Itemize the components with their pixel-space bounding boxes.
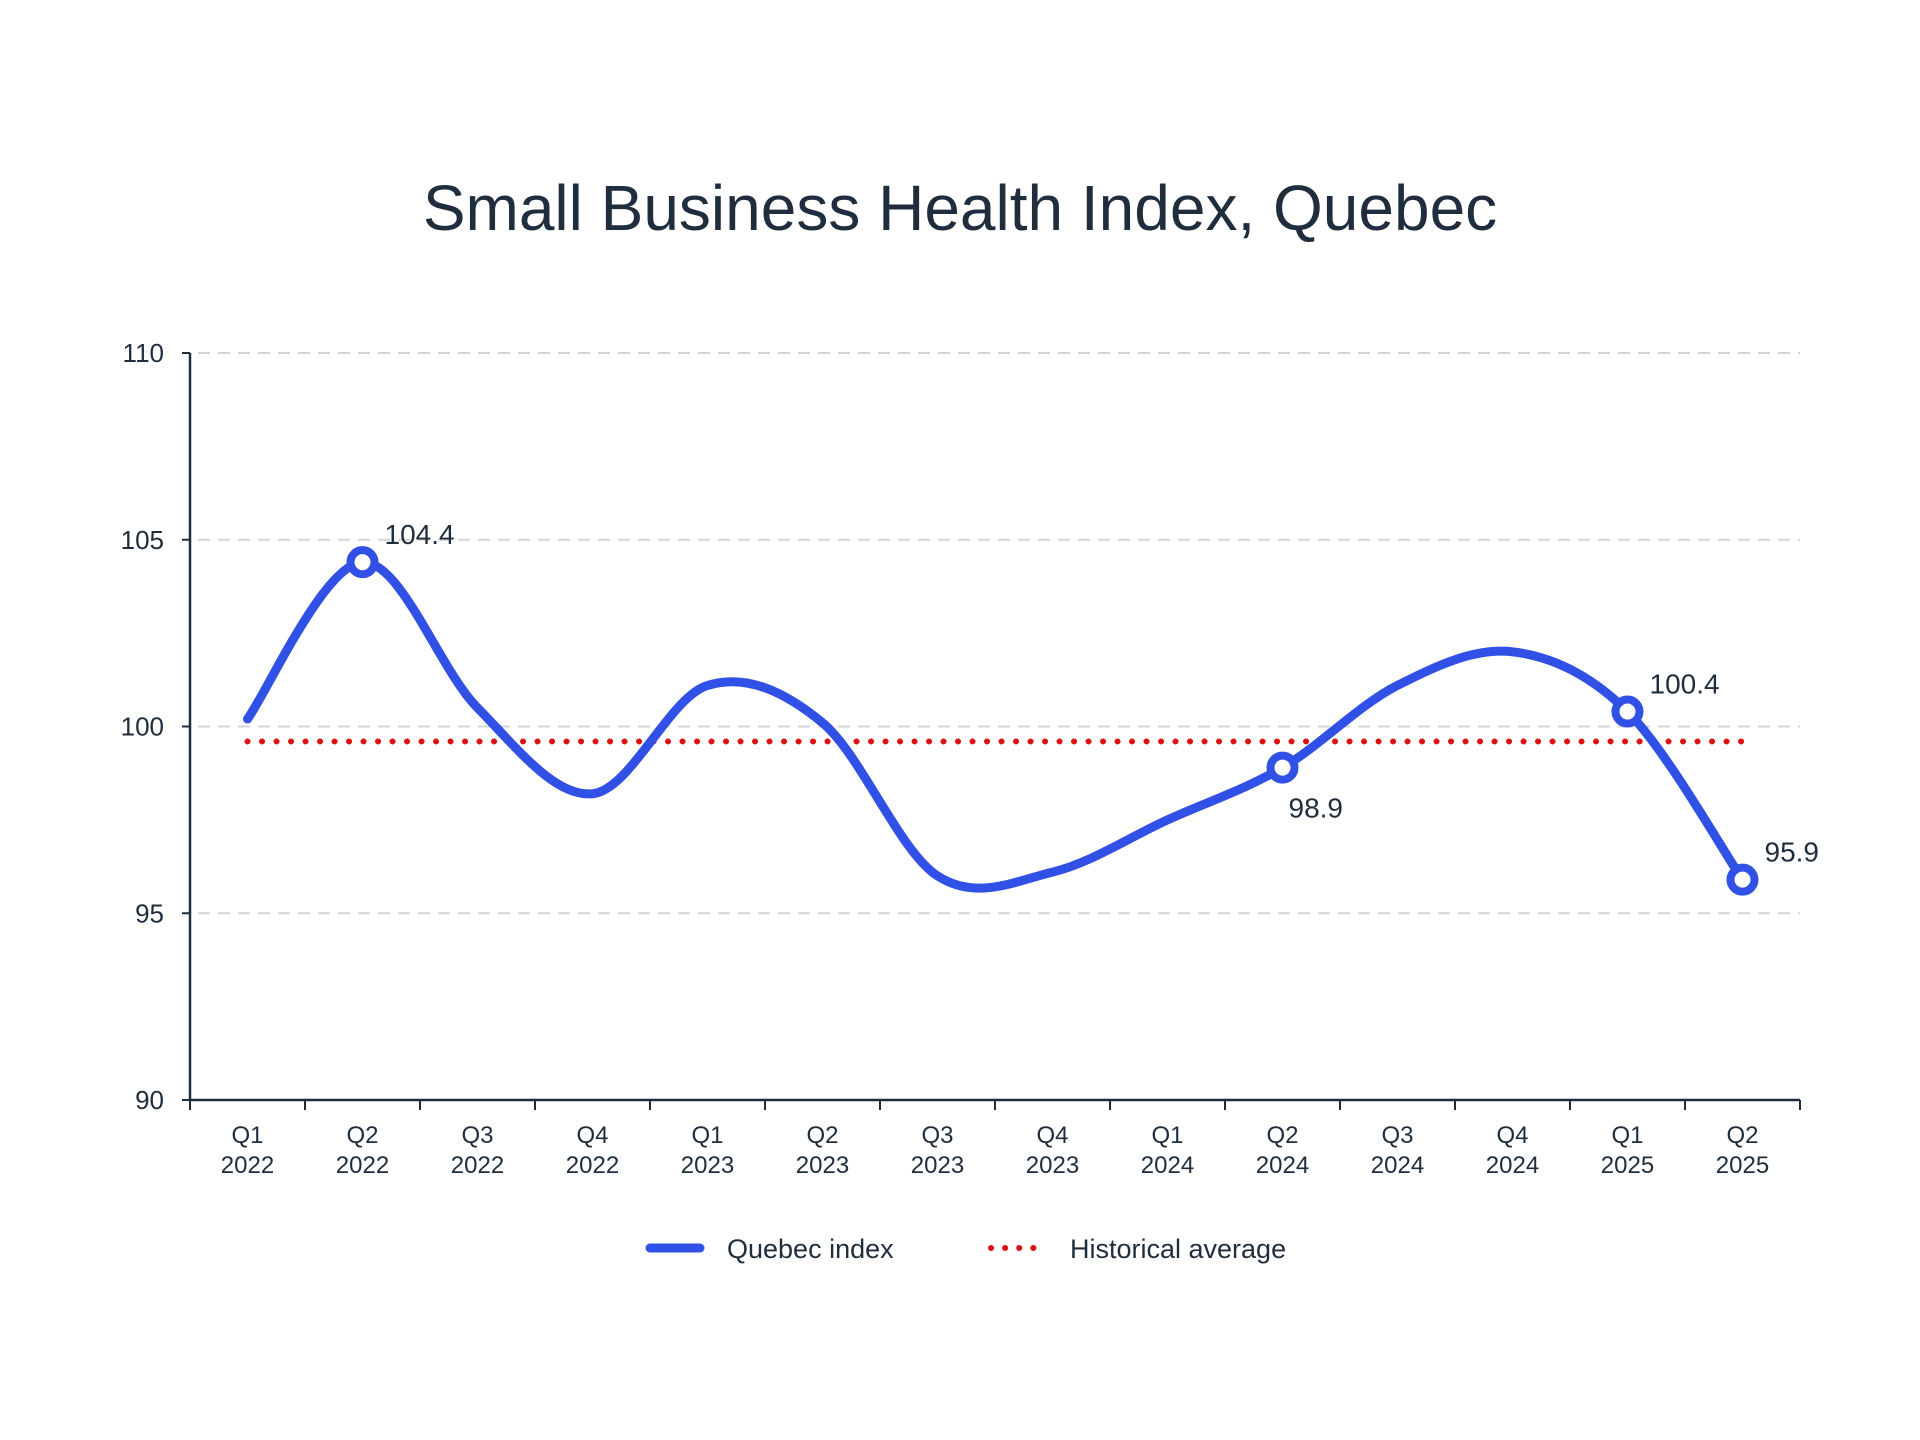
data-point [476, 706, 480, 710]
highlight-marker [1266, 751, 1299, 784]
chart-title: Small Business Health Index, Quebec [423, 172, 1497, 244]
y-tick-label: 105 [121, 525, 164, 555]
x-tick-label-quarter: Q4 [1496, 1122, 1528, 1149]
x-tick-label-quarter: Q2 [1726, 1122, 1758, 1149]
y-tick-label: 110 [123, 338, 164, 368]
data-label: 104.4 [385, 519, 455, 550]
x-tick-label-quarter: Q2 [1266, 1122, 1298, 1149]
x-tick-label-quarter: Q2 [806, 1122, 838, 1149]
data-point [821, 721, 825, 725]
x-tick-label-year: 2022 [336, 1152, 389, 1179]
data-point [1396, 683, 1400, 687]
series-layer [243, 546, 1759, 896]
x-tick-label-year: 2024 [1256, 1152, 1309, 1179]
data-point [936, 874, 940, 878]
x-tick-label-quarter: Q4 [576, 1122, 608, 1149]
x-tick-label-year: 2023 [796, 1152, 849, 1179]
x-tick-label-year: 2023 [911, 1152, 964, 1179]
highlight-marker [346, 546, 379, 579]
legend: Quebec index Historical average [645, 1234, 1286, 1264]
x-tick-label-quarter: Q3 [1381, 1122, 1413, 1149]
data-labels: 104.4 98.9 100.4 95.9 [385, 519, 1820, 867]
x-tick-label-quarter: Q3 [921, 1122, 953, 1149]
data-label: 98.9 [1289, 793, 1344, 824]
data-label: 100.4 [1650, 669, 1720, 700]
highlight-marker [1726, 863, 1759, 896]
x-tick-label-year: 2024 [1486, 1152, 1539, 1179]
axes: 90 95 100 105 110 Q1 2022 Q2 2022 Q3 2022 Q4 2022 Q1 2… [121, 338, 1801, 1179]
data-point [591, 792, 595, 796]
data-point [1051, 870, 1055, 874]
data-point [706, 683, 710, 687]
x-tick-label-quarter: Q1 [1151, 1122, 1183, 1149]
x-tick-label-year: 2025 [1601, 1152, 1654, 1179]
y-tick-label: 95 [135, 898, 164, 928]
data-point [246, 717, 250, 721]
x-tick-label-year: 2022 [451, 1152, 504, 1179]
x-tick-label-year: 2024 [1141, 1152, 1194, 1179]
x-tick-label-year: 2025 [1716, 1152, 1769, 1179]
highlight-marker [1611, 695, 1644, 728]
x-tick-label-quarter: Q2 [346, 1122, 378, 1149]
data-point [1511, 650, 1515, 654]
x-tick-label-year: 2024 [1371, 1152, 1424, 1179]
x-tick-label-year: 2023 [681, 1152, 734, 1179]
y-tick-label: 90 [135, 1085, 164, 1115]
x-tick-label-quarter: Q4 [1036, 1122, 1068, 1149]
legend-label-quebec-index: Quebec index [727, 1234, 894, 1264]
legend-label-historical-average: Historical average [1070, 1234, 1286, 1264]
x-tick-label-quarter: Q1 [1611, 1122, 1643, 1149]
y-tick-label: 100 [121, 712, 164, 742]
x-tick-label-year: 2023 [1026, 1152, 1079, 1179]
x-tick-label-quarter: Q3 [461, 1122, 493, 1149]
quebec-index-line [243, 557, 1747, 893]
gridlines [198, 352, 1800, 915]
data-point [1166, 818, 1170, 822]
x-tick-label-quarter: Q1 [231, 1122, 263, 1149]
data-label: 95.9 [1765, 837, 1820, 868]
x-tick-label-year: 2022 [221, 1152, 274, 1179]
x-tick-label-quarter: Q1 [691, 1122, 723, 1149]
x-tick-label-year: 2022 [566, 1152, 619, 1179]
